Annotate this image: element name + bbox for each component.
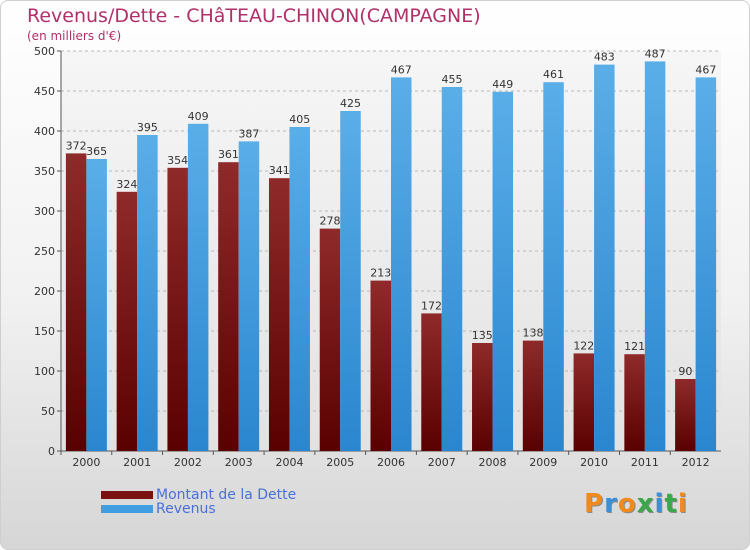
data-label-revenus: 461 [543,68,564,81]
x-tick-label: 2002 [174,456,202,469]
bar-revenus [238,141,260,451]
bar-dette [472,343,493,451]
y-tick-label: 350 [34,165,55,178]
y-tick-label: 500 [34,45,55,58]
bar-revenus [340,111,361,451]
bar-revenus [594,64,615,451]
bar-dette [522,340,544,451]
x-tick-label: 2001 [123,456,151,469]
legend-swatch-revenus [101,505,153,513]
data-label-revenus: 405 [289,113,310,126]
chart-subtitle: (en milliers d'€) [27,29,122,43]
data-label-revenus: 409 [188,110,209,123]
y-tick-label: 300 [34,205,55,218]
data-label-revenus: 395 [137,121,158,134]
data-label-revenus: 365 [86,145,107,158]
data-label-dette: 361 [218,148,239,161]
x-tick-label: 2011 [631,456,659,469]
bar-dette [421,313,442,451]
y-tick-label: 100 [34,365,55,378]
bar-dette [573,353,595,451]
bar-dette [167,167,188,452]
y-tick-label: 150 [34,325,55,338]
proxiti-logo: Proxiti [584,489,688,519]
bar-revenus [492,91,514,452]
legend-label-revenus: Revenus [156,501,216,517]
data-label-dette: 372 [66,139,87,152]
bar-revenus [289,127,310,451]
y-tick-label: 50 [41,405,55,418]
bar-dette [268,178,290,451]
data-label-dette: 138 [523,327,544,340]
bar-revenus [543,82,564,451]
bar-revenus [695,77,717,452]
data-label-dette: 324 [116,178,137,191]
legend-label-dette: Montant de la Dette [156,487,297,503]
bar-dette [116,191,138,452]
bar-dette [624,354,645,451]
x-tick-label: 2009 [529,456,557,469]
data-label-revenus: 449 [492,78,513,91]
data-label-dette: 354 [167,154,188,167]
bar-dette [218,162,239,451]
data-label-revenus: 487 [645,47,666,60]
x-tick-label: 2004 [275,456,303,469]
x-tick-label: 2005 [326,456,354,469]
data-label-revenus: 425 [340,97,361,110]
bar-dette [65,153,87,451]
data-label-dette: 135 [472,329,493,342]
x-tick-label: 2008 [479,456,507,469]
y-tick-label: 0 [48,445,55,458]
data-label-revenus: 387 [238,127,259,140]
data-label-revenus: 455 [442,73,463,86]
legend-item-revenus: Revenus [101,501,216,517]
bar-dette [675,379,696,451]
y-tick-label: 450 [34,85,55,98]
bar-revenus [644,61,666,452]
data-label-dette: 213 [370,267,391,280]
y-tick-label: 250 [34,245,55,258]
x-tick-label: 2000 [72,456,100,469]
legend-item-dette: Montant de la Dette [101,487,296,503]
bar-revenus [187,123,209,452]
data-label-dette: 172 [421,299,442,312]
bar-dette [370,280,391,451]
data-label-dette: 121 [624,340,645,353]
y-tick-label: 200 [34,285,55,298]
bar-revenus [137,135,158,451]
x-tick-label: 2010 [580,456,608,469]
bar-revenus [441,87,463,451]
data-label-dette: 122 [573,339,594,352]
x-tick-label: 2003 [225,456,253,469]
data-label-dette: 90 [678,365,692,378]
y-tick-label: 400 [34,125,55,138]
data-label-revenus: 467 [695,63,716,76]
data-label-revenus: 483 [594,51,615,64]
chart-title: Revenus/Dette - CHâTEAU-CHINON(CAMPAGNE) [27,5,481,27]
bar-revenus [86,159,107,451]
x-tick-label: 2007 [428,456,456,469]
data-label-revenus: 467 [391,63,412,76]
legend-swatch-dette [101,491,153,499]
bar-revenus [391,77,412,452]
bar-dette [319,228,341,451]
x-tick-label: 2012 [682,456,710,469]
x-tick-label: 2006 [377,456,405,469]
data-label-dette: 278 [319,215,340,228]
data-label-dette: 341 [269,164,290,177]
